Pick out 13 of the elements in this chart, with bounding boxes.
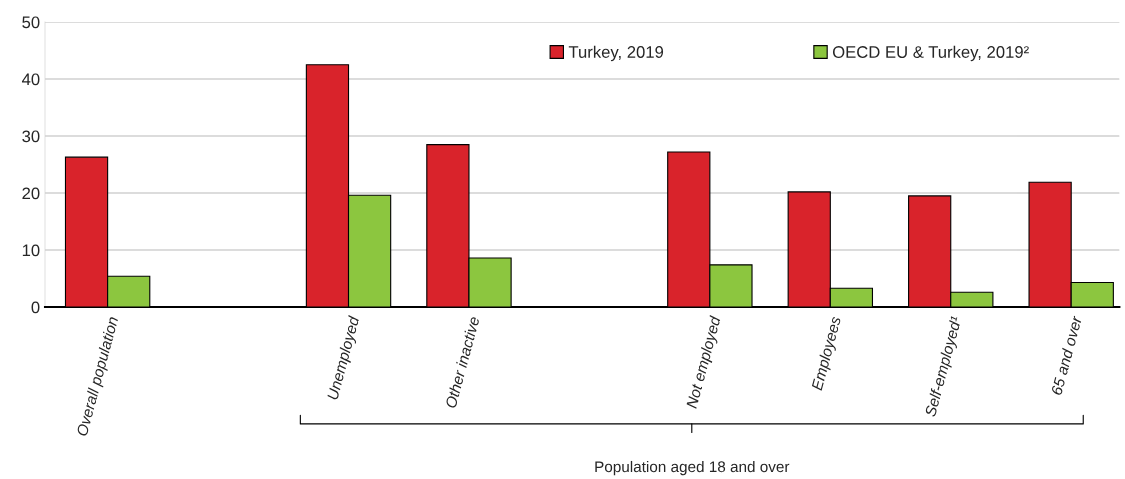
x-tick-label: Not employed: [685, 314, 724, 410]
text: Population aged 18 and over: [595, 460, 790, 476]
legend-label: OECD EU & Turkey, 2019²: [832, 45, 1029, 62]
y-tick-label: 30: [22, 130, 40, 143]
x-tick-label: Other inactive: [444, 315, 480, 409]
y-tick-label: 0: [31, 301, 40, 314]
x-tick-label: Overall population: [75, 316, 122, 438]
legend-label: Turkey, 2019: [568, 45, 664, 62]
y-tick-label: 50: [22, 16, 40, 29]
y-tick-label: 10: [22, 244, 40, 257]
y-tick-label: 40: [21, 73, 40, 86]
y-tick-label: 20: [22, 187, 40, 200]
x-tick-label: 65 and over: [1050, 314, 1083, 396]
